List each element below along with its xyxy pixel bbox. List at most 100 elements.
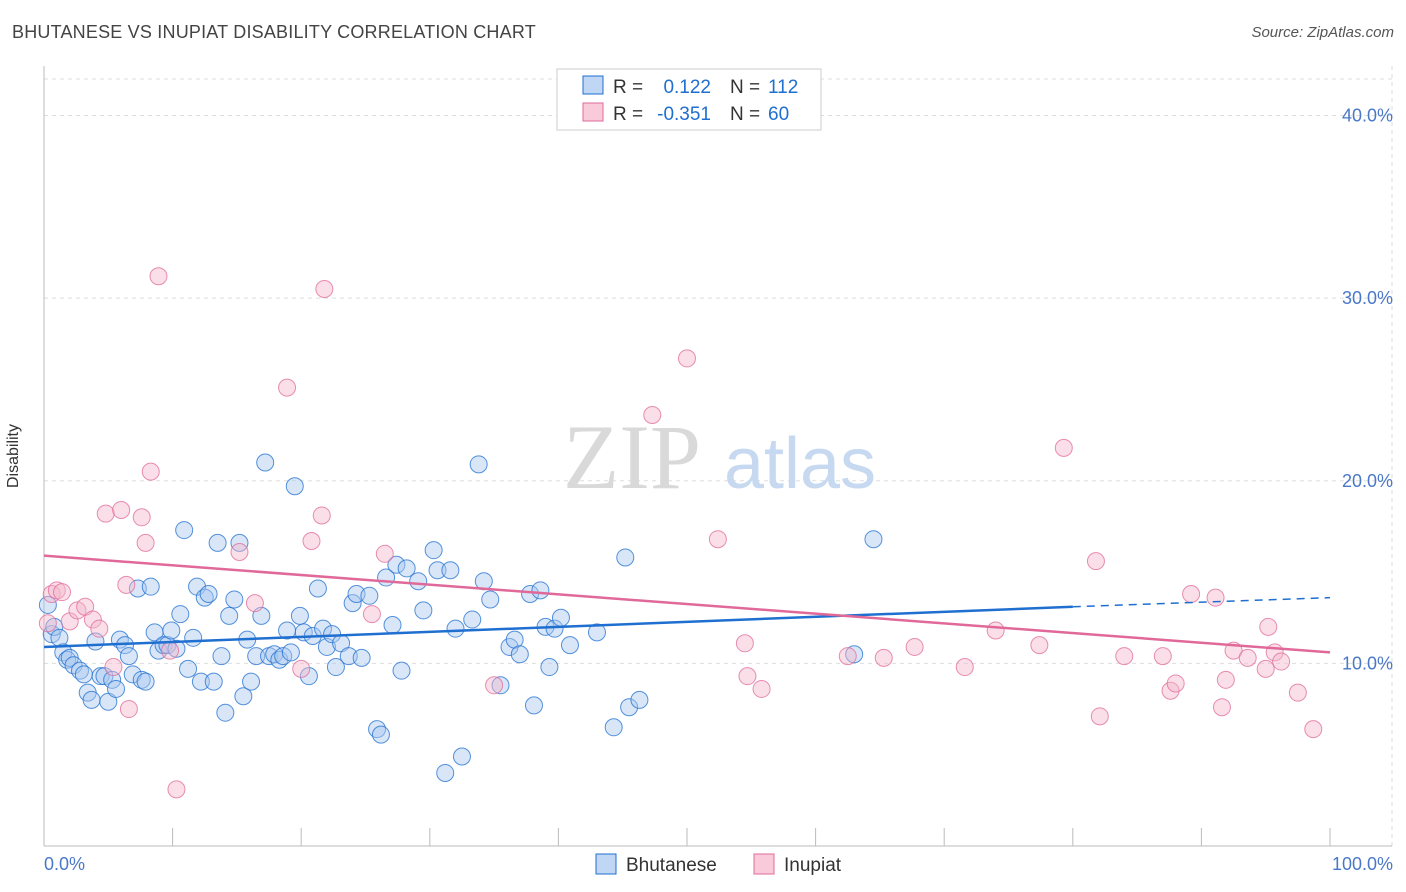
inupiat-point-45 (1115, 647, 1134, 666)
legend-swatch-inupiat (753, 853, 775, 875)
stats-n-value-bhutanese: 112 (768, 77, 798, 98)
bhutanese-point-110 (630, 690, 649, 709)
bhutanese-point-32 (171, 605, 190, 624)
stats-n-label-bhutanese: N = (730, 77, 760, 98)
inupiat-point-3 (53, 583, 72, 602)
stats-n-value-inupiat: 60 (768, 104, 789, 125)
bhutanese-point-24 (136, 672, 155, 691)
trend-lines (43, 554, 1331, 654)
stats-r-value-inupiat: -0.351 (657, 104, 711, 125)
watermark-zip: ZIP (563, 406, 701, 508)
bhutanese-point-39 (199, 584, 218, 603)
inupiat-point-23 (292, 659, 311, 678)
bhutanese-point-31 (167, 639, 186, 658)
bhutanese-point-74 (360, 586, 379, 605)
bhutanese-point-88 (446, 619, 465, 638)
inupiat-point-52 (1216, 670, 1235, 689)
inupiat-point-8 (90, 619, 109, 638)
stats-r-value-bhutanese: 0.122 (663, 77, 711, 98)
bhutanese-point-103 (545, 619, 564, 638)
bhutanese-point-47 (234, 687, 253, 706)
bhutanese-point-104 (551, 608, 570, 627)
inupiat-point-18 (161, 641, 180, 660)
bhutanese-point-78 (383, 616, 402, 635)
inupiat-point-39 (955, 658, 974, 677)
legend-label-inupiat: Inupiat (784, 855, 842, 876)
bhutanese-points (38, 453, 883, 782)
inupiat-point-43 (1086, 552, 1105, 571)
x-tick-labels: 0.0% 100.0% (44, 854, 1393, 874)
inupiat-point-10 (104, 658, 123, 677)
inupiat-point-38 (905, 637, 924, 656)
bhutanese-point-84 (424, 541, 443, 560)
inupiat-point-49 (1182, 584, 1201, 603)
bhutanese-point-112 (864, 530, 883, 549)
source-credit: Source: ZipAtlas.com (1251, 24, 1394, 41)
inupiat-point-14 (132, 508, 151, 527)
x-tick-label-0: 0.0% (44, 854, 85, 874)
bhutanese-point-60 (290, 606, 309, 625)
bhutanese-point-64 (308, 579, 327, 598)
bhutanese-point-16 (103, 670, 122, 689)
y-tick-label-3: 40.0% (1342, 106, 1393, 126)
inupiat-point-13 (119, 700, 138, 719)
stats-r-label-bhutanese: R = (613, 77, 643, 98)
inupiat-point-32 (708, 530, 727, 549)
inupiat-point-34 (738, 667, 757, 686)
inupiat-point-15 (136, 533, 155, 552)
bhutanese-point-85 (428, 561, 447, 580)
bhutanese-point-46 (230, 533, 249, 552)
bhutanese-point-20 (119, 647, 138, 666)
inupiat-point-59 (1288, 683, 1307, 702)
bhutanese-trend-extension (1072, 596, 1331, 608)
inupiat-point-41 (1030, 636, 1049, 655)
bhutanese-point-108 (616, 548, 635, 567)
bhutanese-point-68 (326, 658, 345, 677)
bhutanese-point-13 (91, 667, 110, 686)
bhutanese-point-91 (469, 455, 488, 474)
inupiat-point-58 (1272, 652, 1291, 671)
inupiat-point-26 (315, 280, 334, 299)
bhutanese-point-37 (191, 672, 210, 691)
inupiat-point-54 (1238, 648, 1257, 667)
bhutanese-point-97 (510, 645, 529, 664)
watermark-atlas: atlas (724, 424, 876, 504)
bhutanese-point-86 (436, 763, 455, 782)
inupiat-point-35 (752, 679, 771, 698)
inupiat-point-29 (485, 676, 504, 695)
y-tick-labels: 10.0% 20.0% 30.0% 40.0% (1342, 106, 1393, 674)
inupiat-point-46 (1153, 647, 1172, 666)
inupiat-points (38, 267, 1323, 799)
inupiat-point-51 (1212, 698, 1231, 717)
x-tick-label-1: 100.0% (1332, 854, 1393, 874)
bhutanese-point-76 (371, 725, 390, 744)
inupiat-point-12 (117, 575, 136, 594)
bhutanese-point-11 (82, 690, 101, 709)
inupiat-point-20 (230, 542, 249, 561)
bhutanese-point-43 (216, 703, 235, 722)
bhutanese-point-96 (505, 630, 524, 649)
legend-swatch-bhutanese (595, 853, 617, 875)
series-legend: Bhutanese Inupiat (595, 853, 842, 876)
bhutanese-point-83 (414, 601, 433, 620)
inupiat-point-56 (1259, 617, 1278, 636)
legend-label-bhutanese: Bhutanese (626, 855, 717, 876)
bhutanese-point-62 (299, 667, 318, 686)
bhutanese-point-105 (560, 636, 579, 655)
bhutanese-point-42 (212, 647, 231, 666)
inupiat-point-44 (1090, 707, 1109, 726)
inupiat-point-25 (312, 506, 331, 525)
bhutanese-point-49 (242, 672, 261, 691)
bhutanese-point-99 (524, 696, 543, 715)
bhutanese-point-79 (387, 555, 406, 574)
bhutanese-point-106 (587, 623, 606, 642)
bhutanese-point-52 (256, 453, 275, 472)
inupiat-point-27 (362, 605, 381, 624)
bhutanese-point-33 (175, 521, 194, 540)
bhutanese-point-100 (531, 581, 550, 600)
inupiat-point-7 (83, 610, 102, 629)
inupiat-point-16 (141, 462, 160, 481)
inupiat-point-22 (278, 378, 297, 397)
inupiat-point-33 (735, 634, 754, 653)
bhutanese-point-58 (281, 643, 300, 662)
